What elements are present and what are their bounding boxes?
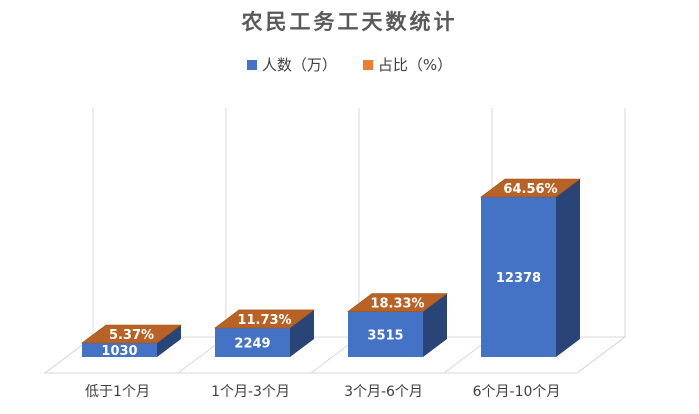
x-tick-label: 低于1个月 [85, 384, 150, 400]
bar-count-side [423, 293, 447, 357]
bar-count [348, 311, 423, 357]
data-label-count: 12378 [496, 271, 541, 286]
bar-count-side [290, 309, 314, 357]
data-label-percent: 64.56% [503, 182, 557, 197]
legend-item-percent: 占比（%） [362, 54, 453, 75]
data-label-percent: 11.73% [237, 313, 291, 328]
data-label-count: 2249 [234, 336, 270, 351]
bar-count [215, 327, 290, 357]
data-label-percent: 18.33% [370, 297, 424, 312]
bar-count [481, 197, 556, 357]
x-tick-label: 3个月-6个月 [344, 384, 423, 400]
legend-swatch-count [246, 59, 257, 70]
legend-item-count: 人数（万） [246, 54, 337, 75]
legend: 人数（万） 占比（%） [0, 54, 699, 75]
data-label-count: 3515 [367, 328, 403, 343]
chart-title: 农民工务工天数统计 [241, 10, 458, 34]
bar-percent-cap [81, 324, 182, 344]
legend-swatch-percent [362, 59, 373, 70]
gridline-floor [576, 336, 626, 374]
x-tick-label: 1个月-3个月 [211, 384, 290, 400]
bar-percent-cap [214, 309, 315, 329]
bar-count-side [157, 325, 181, 357]
bar-percent-cap [480, 178, 581, 198]
bar-count [82, 343, 157, 357]
bar-count-side [556, 179, 580, 357]
data-label-percent: 5.37% [109, 328, 154, 343]
legend-label-count: 人数（万） [261, 56, 337, 74]
legend-label-percent: 占比（%） [377, 56, 453, 74]
bar-percent-cap [347, 293, 448, 312]
data-label-count: 1030 [101, 344, 137, 359]
x-tick-label: 6个月-10个月 [473, 384, 561, 400]
